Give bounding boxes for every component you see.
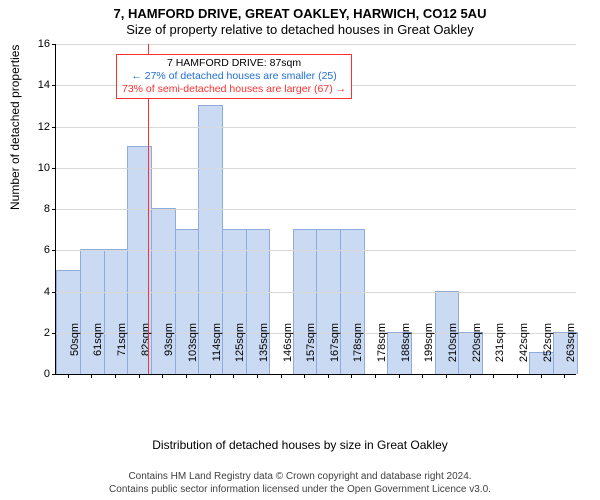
plot-area: 024681012141650sqm61sqm71sqm82sqm93sqm10…: [55, 44, 576, 375]
footer: Contains HM Land Registry data © Crown c…: [0, 470, 600, 496]
x-tick-label: 93sqm: [163, 323, 175, 378]
x-tick-label: 71sqm: [116, 323, 128, 378]
annotation-line3: 73% of semi-detached houses are larger (…: [122, 83, 346, 96]
x-tick-label: 210sqm: [447, 323, 459, 378]
y-tick-label: 10: [38, 162, 50, 174]
y-tick-label: 0: [44, 368, 50, 380]
x-tick-label: 178sqm: [376, 323, 388, 378]
x-tick-label: 199sqm: [423, 323, 435, 378]
x-tick-label: 61sqm: [92, 323, 104, 378]
chart-title-line1: 7, HAMFORD DRIVE, GREAT OAKLEY, HARWICH,…: [0, 6, 600, 21]
x-tick-label: 82sqm: [140, 323, 152, 378]
annotation-line1: 7 HAMFORD DRIVE: 87sqm: [122, 57, 346, 70]
footer-line1: Contains HM Land Registry data © Crown c…: [0, 470, 600, 483]
x-tick-label: 146sqm: [282, 323, 294, 378]
gridline-h: [56, 292, 576, 293]
y-tick-label: 14: [38, 79, 50, 91]
x-tick-label: 167sqm: [329, 323, 341, 378]
footer-line2: Contains public sector information licen…: [0, 483, 600, 496]
y-tick-label: 2: [44, 327, 50, 339]
x-tick-label: 135sqm: [258, 323, 270, 378]
x-tick-label: 157sqm: [305, 323, 317, 378]
x-tick-label: 263sqm: [565, 323, 577, 378]
gridline-h: [56, 44, 576, 45]
y-tick-label: 16: [38, 38, 50, 50]
x-tick-label: 103sqm: [187, 323, 199, 378]
y-tick-label: 12: [38, 121, 50, 133]
x-tick-label: 220sqm: [471, 323, 483, 378]
x-tick-label: 125sqm: [234, 323, 246, 378]
y-axis-label: Number of detached properties: [8, 45, 22, 210]
annotation-line2: ← 27% of detached houses are smaller (25…: [122, 70, 346, 83]
chart-title-line2: Size of property relative to detached ho…: [0, 22, 600, 37]
gridline-h: [56, 209, 576, 210]
annotation-box: 7 HAMFORD DRIVE: 87sqm← 27% of detached …: [116, 54, 352, 99]
x-axis-label: Distribution of detached houses by size …: [0, 438, 600, 452]
gridline-h: [56, 250, 576, 251]
x-tick-label: 188sqm: [400, 323, 412, 378]
gridline-h: [56, 127, 576, 128]
x-tick-label: 50sqm: [69, 323, 81, 378]
y-tick-label: 6: [44, 244, 50, 256]
chart-container: 7, HAMFORD DRIVE, GREAT OAKLEY, HARWICH,…: [0, 0, 600, 500]
x-tick-label: 231sqm: [494, 323, 506, 378]
x-tick-label: 178sqm: [352, 323, 364, 378]
x-tick-label: 114sqm: [211, 323, 223, 378]
x-tick-label: 252sqm: [542, 323, 554, 378]
y-tick-label: 4: [44, 286, 50, 298]
y-tick-label: 8: [44, 203, 50, 215]
x-tick-label: 242sqm: [518, 323, 530, 378]
gridline-h: [56, 168, 576, 169]
